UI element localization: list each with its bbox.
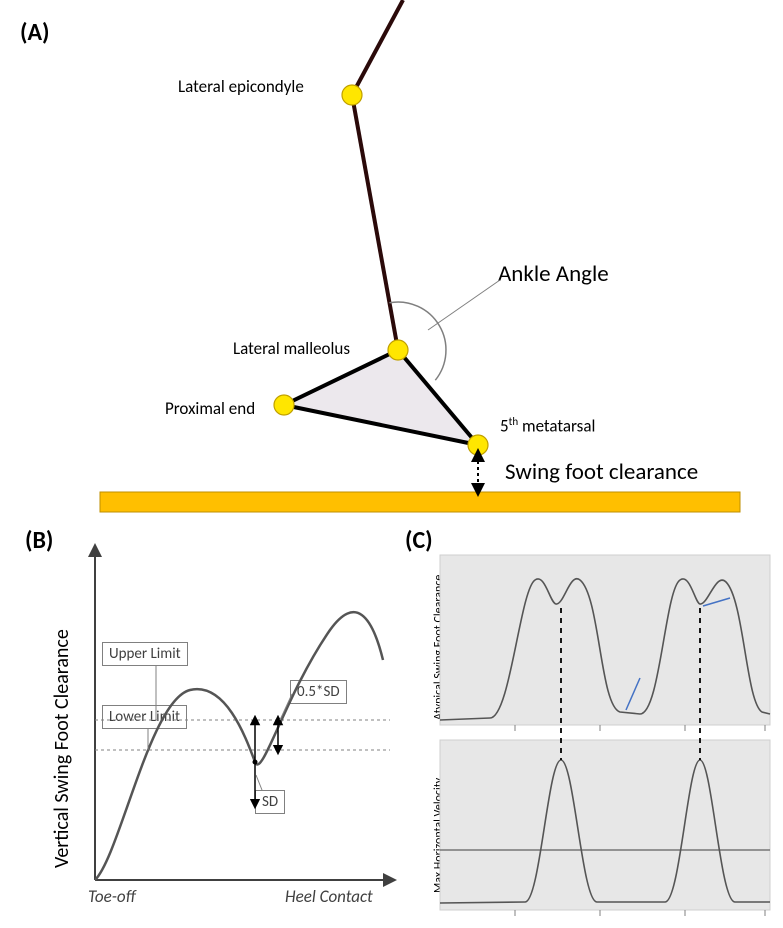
foot-triangle bbox=[284, 350, 478, 445]
ground-bar bbox=[100, 492, 740, 512]
marker-malleolus bbox=[388, 340, 408, 360]
segment-shank bbox=[352, 95, 398, 350]
marker-epicondyle bbox=[342, 85, 362, 105]
figure-svg bbox=[0, 0, 783, 928]
segment-thigh bbox=[352, 0, 403, 95]
panel-c bbox=[440, 555, 770, 916]
figure-root: (A) (B) (C) Lateral epicondyle Ankle Ang… bbox=[0, 0, 783, 928]
panel-b bbox=[95, 550, 390, 880]
marker-metatarsal bbox=[468, 435, 488, 455]
leader-ankle-angle bbox=[428, 280, 500, 330]
leader-sd bbox=[256, 775, 262, 790]
c-lower-bg bbox=[440, 740, 770, 910]
marker-proximal bbox=[274, 395, 294, 415]
b-clearance-curve bbox=[95, 612, 383, 880]
leader-half-sd bbox=[280, 694, 292, 720]
panel-a bbox=[100, 0, 740, 512]
c-lower-ticks bbox=[515, 910, 765, 916]
c-upper-ticks bbox=[515, 725, 765, 731]
sd-min-dot bbox=[253, 760, 258, 765]
